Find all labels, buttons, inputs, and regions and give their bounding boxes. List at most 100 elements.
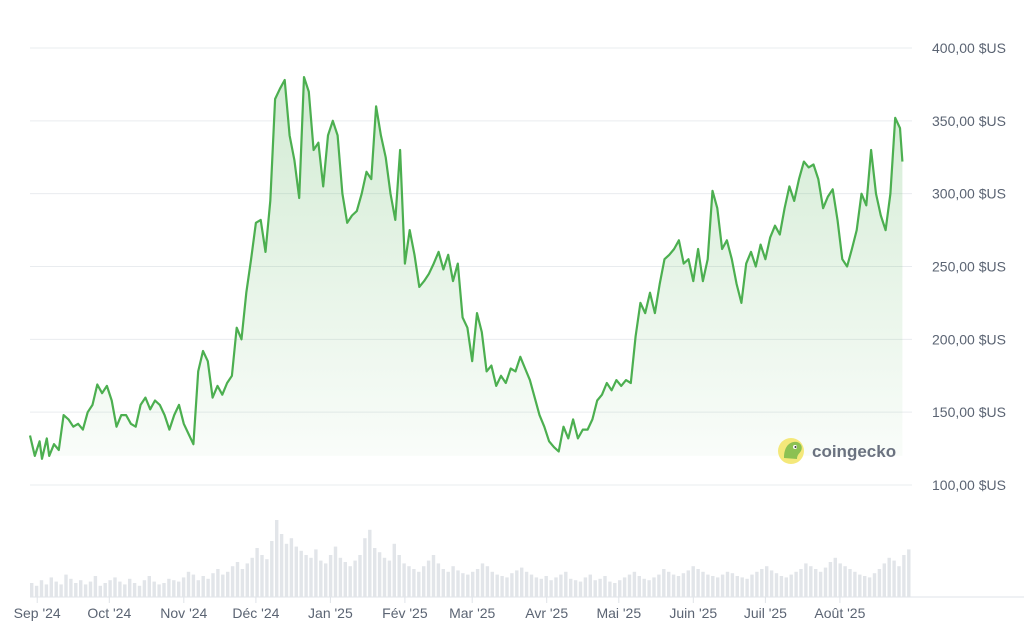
- volume-bar: [103, 583, 107, 597]
- volume-bar: [524, 571, 529, 597]
- volume-bar: [402, 563, 406, 597]
- volume-bar: [358, 555, 362, 597]
- volume-bar: [559, 574, 563, 597]
- volume-bar: [377, 552, 382, 597]
- volume-bar: [818, 571, 823, 597]
- x-tick-label: Juil '25: [744, 605, 787, 621]
- volume-bar: [539, 578, 543, 597]
- volume-bar: [221, 574, 225, 597]
- y-tick-label: 250,00 $US: [932, 259, 1006, 275]
- volume-bar: [495, 574, 499, 597]
- volume-bar: [608, 581, 612, 597]
- volume-bar: [745, 578, 749, 597]
- volume-bar: [843, 566, 847, 597]
- volume-bar: [333, 546, 338, 597]
- volume-bar: [79, 580, 83, 597]
- gecko-logo-icon: [778, 438, 804, 464]
- volume-bar: [740, 577, 744, 597]
- volume-bar: [368, 529, 372, 597]
- volume-bar: [652, 577, 656, 597]
- volume-bar: [260, 555, 264, 597]
- volume-bar: [505, 577, 509, 597]
- volume-bar: [250, 557, 254, 597]
- volume-bar: [603, 576, 607, 597]
- volume-bar: [245, 563, 249, 597]
- volume-bar: [814, 569, 818, 597]
- volume-bar: [907, 549, 911, 597]
- x-axis: Sep '24 Oct '24 Nov '24 Déc '24 Jan '25 Fév '…: [14, 597, 866, 621]
- volume-bar: [676, 576, 681, 597]
- volume-bar: [794, 571, 798, 597]
- volume-bar: [397, 555, 401, 597]
- x-tick-label: Mai '25: [596, 605, 641, 621]
- volume-bar: [598, 578, 602, 597]
- volume-bar: [686, 570, 690, 597]
- volume-bar: [216, 569, 220, 597]
- volume-bar: [593, 580, 597, 597]
- volume-bar: [98, 585, 102, 597]
- volume-bar: [373, 548, 377, 597]
- volume-bar: [93, 576, 98, 597]
- volume-bar: [867, 577, 872, 597]
- y-tick-label: 150,00 $US: [932, 404, 1006, 420]
- volume-bar: [716, 577, 720, 597]
- price-area: [30, 77, 903, 459]
- volume-bar: [206, 578, 210, 597]
- volume-bar: [887, 557, 891, 597]
- volume-bar: [765, 566, 769, 597]
- watermark-text: coingecko: [812, 442, 896, 461]
- volume-bar: [809, 566, 813, 597]
- volume-bar: [632, 571, 637, 597]
- x-tick-label: Déc '24: [232, 605, 279, 621]
- volume-bar: [569, 578, 573, 597]
- volume-bar: [382, 557, 387, 597]
- x-tick-label: Fév '25: [382, 605, 428, 621]
- volume-bar: [54, 581, 58, 597]
- y-tick-label: 100,00 $US: [932, 477, 1006, 493]
- volume-bar: [520, 567, 524, 597]
- volume-bar: [172, 580, 176, 597]
- volume-bar: [799, 569, 803, 597]
- volume-bar: [701, 571, 705, 597]
- volume-bar: [622, 577, 627, 597]
- volume-bar: [270, 541, 274, 597]
- volume-bar: [88, 581, 93, 597]
- volume-bar: [480, 563, 485, 597]
- volume-bar: [128, 578, 132, 597]
- volume-bar: [289, 538, 294, 597]
- volume-bar: [696, 569, 700, 597]
- volume-bar: [662, 569, 666, 597]
- volume-bar: [417, 571, 421, 597]
- volume-bar: [779, 576, 784, 597]
- volume-bar: [578, 581, 583, 597]
- volume-bar: [387, 560, 392, 597]
- volume-bar: [59, 584, 63, 597]
- volume-bar: [407, 566, 411, 597]
- volume-bar: [838, 563, 842, 597]
- volume-bar: [451, 566, 455, 597]
- volume-bar: [618, 580, 622, 597]
- volume-bar: [750, 574, 754, 597]
- y-tick-label: 200,00 $US: [932, 331, 1006, 347]
- volume-bar: [211, 573, 215, 597]
- volume-bar: [848, 569, 852, 597]
- volume-bar: [466, 574, 470, 597]
- volume-bar: [412, 569, 416, 597]
- volume-bar: [162, 583, 166, 597]
- volume-bar: [147, 576, 151, 597]
- volume-bar: [279, 534, 284, 597]
- volume-bar: [426, 560, 431, 597]
- volume-bar: [627, 574, 632, 597]
- volume-bar: [431, 555, 436, 597]
- volume-bar: [441, 569, 445, 597]
- volume-bar: [671, 574, 676, 597]
- volume-bar: [637, 576, 641, 597]
- volume-bar: [152, 581, 156, 597]
- volume-bar: [191, 574, 196, 597]
- volume-bar: [83, 584, 88, 597]
- volume-bar: [34, 585, 39, 597]
- volume-bar: [177, 581, 181, 597]
- volume-bar: [858, 574, 862, 597]
- volume-bar: [730, 573, 735, 597]
